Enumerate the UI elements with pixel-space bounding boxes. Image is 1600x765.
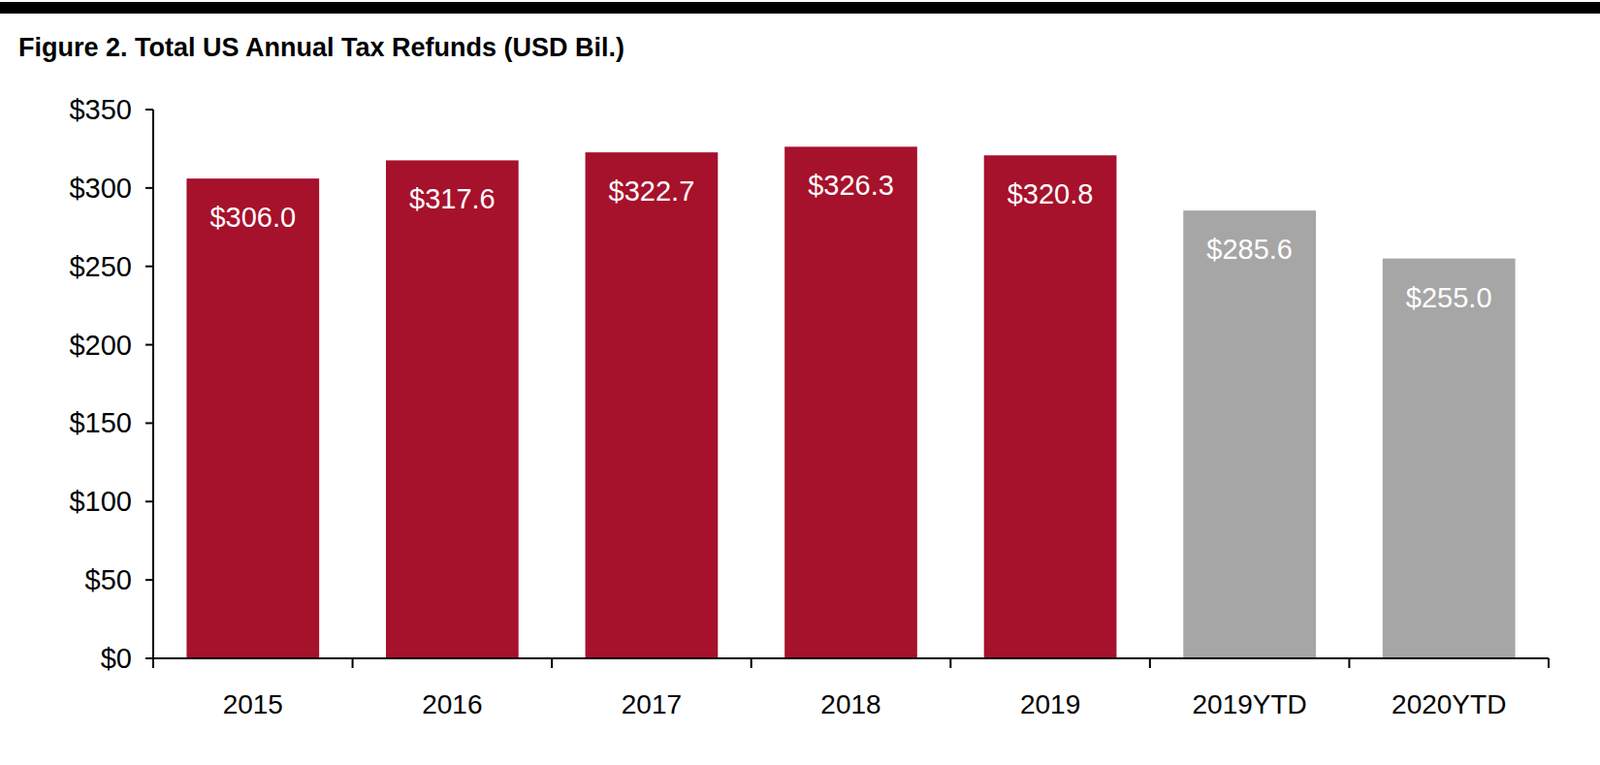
data-label: $322.7 (608, 175, 696, 207)
y-tick-label: $300 (68, 172, 132, 204)
y-tick (145, 657, 154, 660)
bars (186, 146, 1515, 659)
x-tick-label: 2017 (621, 689, 682, 720)
x-axis (153, 657, 1549, 660)
data-label: $320.8 (1007, 178, 1094, 210)
y-tick-label: $150 (68, 407, 132, 439)
y-tick-label: $350 (68, 94, 132, 126)
y-tick (145, 344, 154, 347)
x-tick-label: 2019 (1020, 689, 1081, 720)
bar (784, 146, 918, 659)
x-boundary-tick (550, 658, 553, 669)
x-tick-label: 2020YTD (1391, 689, 1506, 720)
y-tick-label: $200 (68, 329, 132, 361)
bar (585, 152, 719, 659)
x-tick-label: 2018 (820, 689, 881, 720)
y-tick (145, 187, 154, 190)
data-label: $326.3 (807, 169, 895, 201)
y-tick-label: $250 (68, 251, 132, 283)
y-tick (145, 500, 154, 503)
x-tick-label: 2016 (421, 689, 482, 720)
top-rule (0, 1, 1600, 14)
y-tick-label: $50 (85, 564, 132, 596)
bar (385, 160, 519, 659)
chart: Figure 2. Total US Annual Tax Refunds (U… (0, 0, 1600, 765)
x-boundary-tick (1347, 658, 1350, 669)
x-boundary-tick (1547, 658, 1550, 669)
bar (186, 178, 320, 659)
data-label: $306.0 (209, 201, 296, 233)
y-tick (145, 421, 154, 424)
y-tick (145, 108, 154, 111)
x-tick-label: 2019YTD (1191, 689, 1307, 720)
bar (1382, 258, 1516, 659)
x-boundary-tick (1149, 658, 1152, 669)
x-boundary-tick (750, 658, 753, 669)
chart-container: Figure 2. Total US Annual Tax Refunds (U… (0, 0, 1600, 765)
bar (984, 155, 1118, 659)
bar (1183, 210, 1316, 659)
data-label: $255.0 (1406, 282, 1493, 314)
title: Figure 2. Total US Annual Tax Refunds (U… (18, 32, 625, 63)
y-tick (145, 578, 154, 581)
x-boundary-tick (949, 658, 952, 669)
y-tick-label: $0 (100, 642, 132, 674)
y-tick (145, 265, 154, 268)
y-axis (152, 109, 155, 659)
data-label: $285.6 (1206, 233, 1293, 265)
y-tick-label: $100 (68, 485, 132, 517)
x-tick-label: 2015 (223, 689, 284, 720)
x-boundary-tick (152, 658, 155, 669)
data-label: $317.6 (409, 183, 496, 215)
x-boundary-tick (352, 658, 354, 669)
